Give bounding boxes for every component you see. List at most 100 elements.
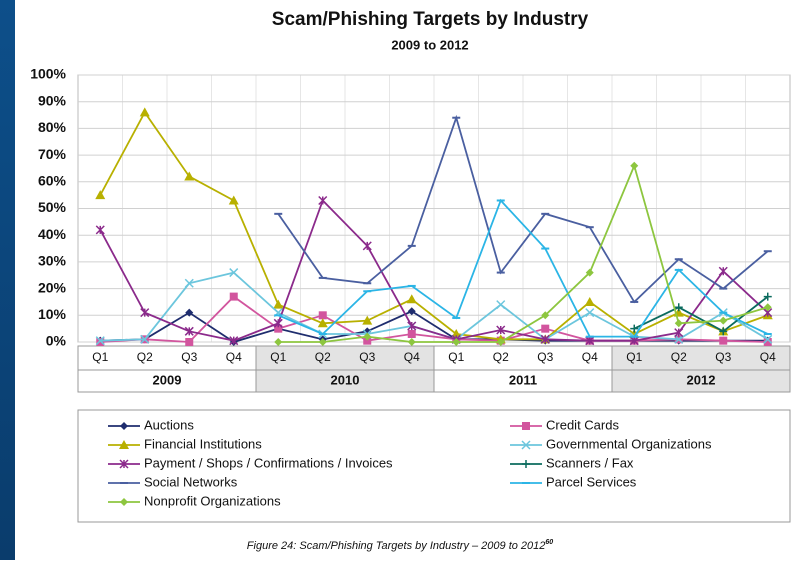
data-point (585, 336, 595, 346)
data-point (229, 292, 238, 301)
data-point (318, 276, 327, 279)
data-point (406, 294, 417, 304)
data-point (274, 212, 283, 215)
data-point (540, 334, 550, 344)
data-point (407, 321, 417, 331)
x-tick-label: Q1 (270, 350, 286, 364)
chart-subtitle: 2009 to 2012 (391, 37, 468, 52)
data-point (407, 338, 416, 346)
data-point (318, 338, 327, 346)
y-tick-label: 20% (38, 279, 67, 295)
legend-label: Scanners / Fax (546, 455, 634, 470)
data-point (763, 303, 772, 312)
legend-label: Social Networks (144, 474, 238, 489)
data-point (541, 247, 550, 250)
legend-marker (522, 422, 530, 430)
legend-label: Payment / Shops / Confirmations / Invoic… (144, 455, 393, 470)
data-point (318, 195, 328, 206)
legend-label: Credit Cards (546, 417, 619, 432)
group-label: 2011 (509, 372, 537, 387)
data-point (362, 241, 372, 251)
y-tick-label: 100% (30, 66, 66, 82)
data-point (496, 271, 505, 274)
data-point (229, 268, 239, 278)
data-point (763, 334, 773, 344)
data-point (274, 314, 283, 317)
y-tick-label: 80% (38, 119, 67, 135)
legend-box (77, 409, 791, 523)
data-point (452, 338, 461, 346)
legend-label: Governmental Organizations (546, 436, 712, 451)
series-line (99, 198, 769, 342)
x-tick-label: Q2 (493, 350, 509, 364)
data-point (674, 319, 683, 328)
data-point (763, 292, 772, 301)
data-point (585, 308, 595, 318)
y-tick-label: 10% (38, 306, 67, 322)
data-point (95, 190, 106, 200)
series-line (277, 198, 769, 338)
data-point (407, 307, 416, 316)
group-label: 2009 (153, 372, 182, 387)
data-point (674, 268, 683, 271)
data-point (363, 290, 372, 293)
data-point (629, 336, 639, 346)
data-point (451, 328, 462, 338)
data-point (496, 199, 505, 202)
data-point (273, 299, 284, 309)
data-point (584, 296, 595, 306)
data-point (452, 316, 461, 319)
x-tick-label: Q3 (359, 350, 375, 364)
legend-marker (521, 440, 531, 450)
x-tick-label: Q3 (537, 350, 553, 364)
data-point (274, 338, 283, 346)
x-tick-label: Q4 (582, 350, 598, 364)
data-point (719, 327, 728, 336)
data-point (585, 335, 594, 338)
data-point (719, 311, 728, 314)
data-point (719, 316, 728, 325)
data-point (585, 226, 594, 229)
data-point (273, 318, 283, 328)
series-line (100, 295, 768, 343)
data-point (363, 282, 372, 285)
data-point (407, 244, 416, 247)
series-line (99, 110, 769, 341)
data-point (674, 258, 683, 261)
group-label: 2012 (687, 372, 716, 387)
data-point (541, 324, 550, 333)
data-point (95, 336, 105, 346)
data-point (228, 195, 239, 205)
chart-title: Scam/Phishing Targets by Industry (272, 9, 589, 30)
data-point (541, 311, 550, 320)
series-line (278, 163, 769, 343)
legend-marker (120, 482, 128, 484)
y-tick-label: 60% (38, 173, 67, 189)
data-point (541, 212, 550, 215)
data-point (718, 266, 728, 276)
data-point (140, 334, 150, 344)
group-cell (77, 345, 257, 393)
y-tick-label: 0% (46, 333, 67, 349)
x-tick-label: Q3 (181, 350, 197, 364)
data-point (585, 268, 594, 277)
data-point (185, 308, 194, 317)
legend-marker (119, 440, 129, 449)
data-point (407, 284, 416, 287)
group-label: 2010 (331, 372, 360, 387)
x-tick-label: Q2 (671, 350, 687, 364)
caption-note: 60 (545, 539, 553, 546)
data-point (229, 336, 239, 346)
data-point (363, 336, 372, 345)
group-cell (611, 345, 791, 393)
x-tick-label: Q4 (404, 350, 420, 364)
y-tick-label: 70% (38, 146, 67, 162)
data-point (184, 171, 195, 181)
data-point (184, 326, 194, 336)
data-point (363, 332, 372, 341)
data-point (763, 250, 772, 253)
data-point (452, 116, 461, 119)
y-tick-label: 90% (38, 92, 67, 108)
data-point (763, 338, 772, 346)
data-point (630, 161, 639, 170)
